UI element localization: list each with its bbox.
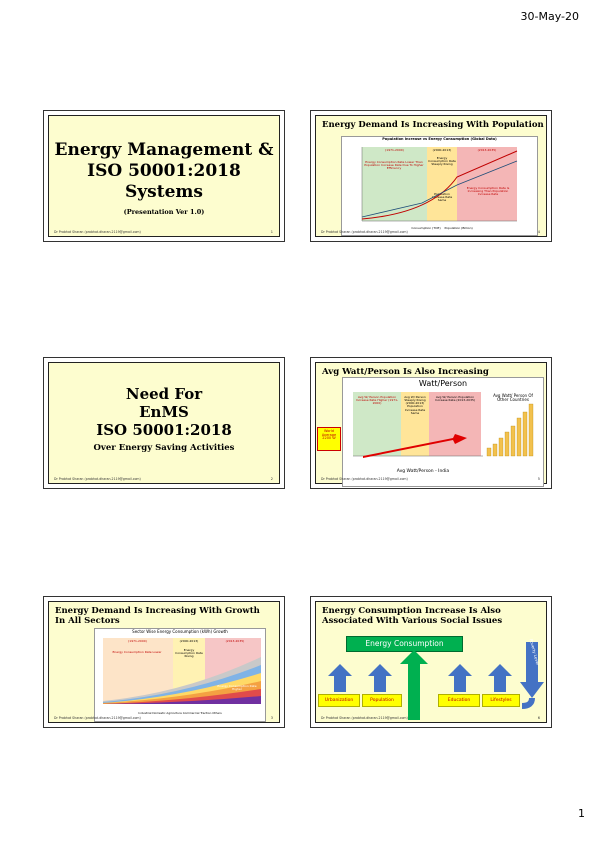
slide-1-subtitle: (Presentation Ver 1.0) (123, 208, 205, 216)
legend-item: Domestic (152, 711, 166, 715)
issue-lifestyles: Lifestyles (482, 694, 520, 707)
title-line: Need For (125, 385, 203, 403)
period-label: (1971-2000) (128, 639, 147, 643)
slide-1[interactable]: Energy Management & ISO 50001:2018 Syste… (43, 110, 285, 242)
slide-number: 3 (270, 716, 273, 720)
slide-2[interactable]: Energy Demand Is Increasing With Populat… (310, 110, 552, 242)
title-line: ISO 50001:2018 (96, 421, 232, 439)
slide-3[interactable]: Need For EnMS ISO 50001:2018 Over Energy… (43, 357, 285, 489)
chart-note: Avg W/ Person Population Increase Rate H… (355, 395, 399, 406)
slide-3-background: Need For EnMS ISO 50001:2018 Over Energy… (48, 362, 280, 484)
period-band-1 (353, 392, 401, 456)
title-line: ISO 50001:2018 (87, 161, 241, 181)
population-energy-chart: Population Increase vs Energy Consumptio… (341, 136, 538, 236)
period-label: (2000-2013) (179, 639, 199, 643)
chart-legend: Industrial Domestic Agriculture Commerci… (105, 712, 255, 715)
slide-number: 4 (537, 230, 540, 234)
legend-consumption: Consumption (TOE) (411, 226, 441, 230)
chart-legend: Consumption (TOE) Population (Billion) (382, 226, 502, 230)
legend-item: Traction (200, 711, 212, 715)
legend-item: Others (212, 711, 222, 715)
slide-footer: Dr Prabhat Sharan (prabhat.dharan.2119@g… (321, 716, 408, 720)
slide-footer: Dr Prabhat Sharan (prabhat.dharan.2119@g… (321, 230, 408, 234)
slide-5-title: Energy Demand Is Increasing With Growth … (55, 606, 260, 626)
slide-5-background: Energy Demand Is Increasing With Growth … (48, 601, 280, 723)
slide-4[interactable]: Avg Watt/Person Is Also Increasing Watt/… (310, 357, 552, 489)
period-label: (2000-2013) (432, 148, 452, 152)
chart-heading: Sector Wise Energy Consumption (kWh) Gro… (132, 629, 228, 634)
slide-number: 5 (537, 477, 540, 481)
period-label: (2013-2035) (225, 639, 245, 643)
chart-note: Avg W/ Person Population Increase Rate (… (434, 395, 476, 403)
period-band-3 (457, 147, 517, 221)
legend-population: Population (Billion) (444, 226, 473, 230)
slide-footer: Dr Prabhat Sharan (prabhat.dharan.2119@g… (54, 230, 141, 234)
slide-number: 2 (270, 477, 273, 481)
page-number: 1 (578, 807, 585, 820)
slide-2-title: Energy Demand Is Increasing With Populat… (322, 120, 544, 130)
slide-3-title: Need For EnMS ISO 50001:2018 (49, 385, 279, 439)
issue-urbanization: Urbanization (318, 694, 360, 707)
chart-note: Energy Consumption Rate Higher (217, 684, 257, 692)
energy-consumption-box: Energy Consumption (346, 636, 463, 652)
population-energy-lines (361, 147, 518, 222)
period-band-1 (362, 147, 427, 221)
slide-6-background: Energy Consumption Increase Is Also Asso… (315, 601, 547, 723)
chart-note: Avg W/ Person Steeply Rising (2000-2013)… (404, 395, 426, 415)
sector-energy-chart: Sector Wise Energy Consumption (kWh) Gro… (94, 628, 266, 722)
page-date: 30-May-20 (520, 10, 579, 23)
title-line: Energy Management & (54, 140, 274, 160)
slide-1-background: Energy Management & ISO 50001:2018 Syste… (48, 115, 280, 237)
title-line: Systems (125, 182, 203, 202)
world-average-callout: World Average 2200 W (317, 427, 341, 451)
slide-5[interactable]: Energy Demand Is Increasing With Growth … (43, 596, 285, 728)
slide-footer: Dr Prabhat Sharan (prabhat.dharan.2119@g… (54, 477, 141, 481)
slide-4-background: Avg Watt/Person Is Also Increasing Watt/… (315, 362, 547, 487)
issue-education: Education (438, 694, 480, 707)
legend-item: Agriculture (166, 711, 182, 715)
slide-6-title: Energy Consumption Increase Is Also Asso… (322, 606, 503, 626)
chart-note: Energy Consumption Rate Steeply Rising (428, 156, 456, 167)
chart-note: Energy Consumption Rate Lower (112, 650, 162, 654)
watt-per-person-chart: Watt/Person Avg W/ Person Population Inc… (342, 377, 544, 487)
slide-number: 1 (270, 230, 273, 234)
chart-note: Energy Consumption Rate Rising (175, 648, 203, 659)
title-line: EnMS (139, 403, 189, 421)
chart-heading: Population Increase vs Energy Consumptio… (382, 137, 497, 141)
chart-xlabel: Avg Watt/Person - India (396, 469, 450, 474)
legend-item: Industrial (138, 711, 152, 715)
slide-number: 6 (537, 716, 540, 720)
period-band-3 (429, 392, 481, 456)
watt-bars (353, 403, 534, 458)
slide-3-subtitle: Over Energy Saving Activities (93, 443, 235, 453)
slide-4-title: Avg Watt/Person Is Also Increasing (322, 367, 489, 377)
slide-1-title: Energy Management & ISO 50001:2018 Syste… (49, 140, 279, 203)
sector-areas (103, 657, 261, 704)
social-issues-diagram (328, 642, 544, 720)
issue-population: Population (362, 694, 402, 707)
slide-footer: Dr Prabhat Sharan (prabhat.dharan.2119@g… (54, 716, 141, 720)
chart-note: Energy Consumption Rate Is Increasing Th… (466, 186, 510, 197)
legend-item: Commercial (182, 711, 200, 715)
slide-footer: Dr Prabhat Sharan (prabhat.dharan.2119@g… (321, 477, 408, 481)
slide-2-background: Energy Demand Is Increasing With Populat… (315, 115, 547, 237)
chart-side-note: Avg Watt/ Person Of Other Countries (493, 393, 533, 403)
chart-heading: Watt/Person (418, 379, 468, 388)
period-label: (1971-2000) (385, 148, 404, 152)
slide-6[interactable]: Energy Consumption Increase Is Also Asso… (310, 596, 552, 728)
chart-note: Population Increase Rate Same (431, 192, 453, 203)
chart-note: Energy Consumption Rate Lower Than Popul… (364, 160, 424, 171)
period-label: (2013-2035) (477, 148, 497, 152)
